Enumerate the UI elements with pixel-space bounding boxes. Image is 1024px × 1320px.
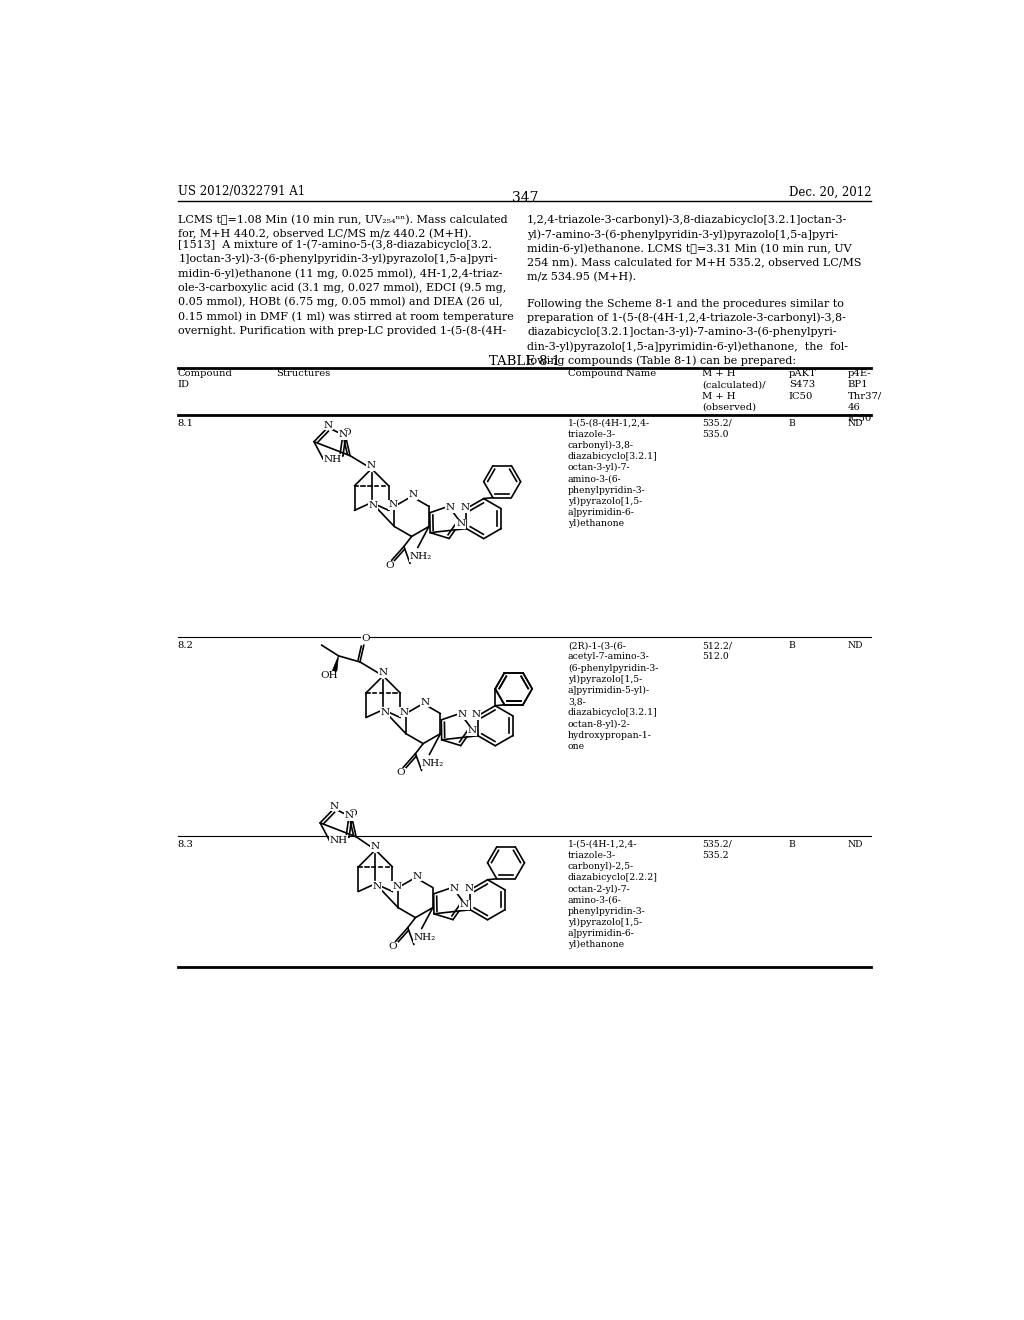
Text: N: N	[472, 710, 481, 719]
Text: NH: NH	[324, 455, 341, 465]
Text: N: N	[392, 882, 401, 891]
Text: Structures: Structures	[276, 370, 331, 379]
Text: 1-(5-(4H-1,2,4-
triazole-3-
carbonyl)-2,5-
diazabicyclo[2.2.2]
octan-2-yl)-7-
am: 1-(5-(4H-1,2,4- triazole-3- carbonyl)-2,…	[568, 840, 657, 949]
Text: N: N	[330, 801, 339, 810]
Text: Dec. 20, 2012: Dec. 20, 2012	[788, 185, 871, 198]
Text: N: N	[367, 461, 376, 470]
Text: M + H
(calculated)/
M + H
(observed): M + H (calculated)/ M + H (observed)	[701, 370, 766, 412]
Text: N: N	[339, 430, 348, 440]
Text: N: N	[445, 503, 455, 512]
Text: N: N	[456, 519, 465, 528]
Text: 1-(5-(8-(4H-1,2,4-
triazole-3-
carbonyl)-3,8-
diazabicyclo[3.2.1]
octan-3-yl)-7-: 1-(5-(8-(4H-1,2,4- triazole-3- carbonyl)…	[568, 418, 657, 528]
Text: pAKT
S473
IC50: pAKT S473 IC50	[788, 370, 817, 400]
Text: N: N	[464, 884, 473, 894]
Text: N: N	[468, 726, 477, 735]
Text: N: N	[371, 842, 380, 851]
Polygon shape	[333, 656, 339, 672]
Text: TABLE 8-1: TABLE 8-1	[489, 355, 560, 368]
Text: (2R)-1-(3-(6-
acetyl-7-amino-3-
(6-phenylpyridin-3-
yl)pyrazolo[1,5-
a]pyrimidin: (2R)-1-(3-(6- acetyl-7-amino-3- (6-pheny…	[568, 642, 658, 751]
Text: Following the Scheme 8-1 and the procedures similar to
preparation of 1-(5-(8-(4: Following the Scheme 8-1 and the procedu…	[527, 298, 848, 366]
Text: N: N	[324, 421, 333, 429]
Text: O: O	[389, 942, 397, 952]
Text: B: B	[788, 418, 796, 428]
Text: N: N	[457, 710, 466, 719]
Text: N: N	[399, 708, 409, 717]
Text: O: O	[396, 768, 406, 777]
Text: US 2012/0322791 A1: US 2012/0322791 A1	[178, 185, 305, 198]
Text: O: O	[343, 428, 351, 437]
Text: p4E-
BP1
Thr37/
46
IC50: p4E- BP1 Thr37/ 46 IC50	[848, 370, 882, 422]
Text: Compound
ID: Compound ID	[177, 370, 232, 389]
Text: LCMS tᶏ=1.08 Min (10 min run, UV₂₅₄ⁿⁿ). Mass calculated
for, M+H 440.2, observed: LCMS tᶏ=1.08 Min (10 min run, UV₂₅₄ⁿⁿ). …	[178, 215, 508, 239]
Text: B: B	[788, 642, 796, 651]
Text: N: N	[345, 812, 354, 820]
Text: O: O	[361, 635, 370, 643]
Text: [1513]  A mixture of 1-(7-amino-5-(3,8-diazabicyclo[3.2.
1]octan-3-yl)-3-(6-phen: [1513] A mixture of 1-(7-amino-5-(3,8-di…	[178, 239, 514, 337]
Text: Compound Name: Compound Name	[568, 370, 656, 379]
Text: N: N	[409, 491, 418, 499]
Text: NH₂: NH₂	[414, 933, 436, 942]
Text: N: N	[460, 900, 469, 909]
Text: N: N	[379, 668, 388, 677]
Text: N: N	[413, 871, 422, 880]
Text: N: N	[420, 697, 429, 706]
Text: N: N	[380, 709, 389, 717]
Text: 535.2/
535.2: 535.2/ 535.2	[701, 840, 732, 859]
Text: NH₂: NH₂	[410, 552, 432, 561]
Text: 347: 347	[512, 191, 538, 205]
Text: NH₂: NH₂	[421, 759, 443, 768]
Text: 8.3: 8.3	[177, 840, 194, 849]
Text: 535.2/
535.0: 535.2/ 535.0	[701, 418, 732, 438]
Text: N: N	[373, 882, 382, 891]
Text: NH: NH	[330, 837, 347, 845]
Text: 8.1: 8.1	[177, 418, 194, 428]
Text: 8.2: 8.2	[177, 642, 194, 651]
Text: OH: OH	[321, 672, 338, 680]
Text: O: O	[385, 561, 393, 570]
Text: O: O	[349, 809, 357, 818]
Text: N: N	[450, 884, 459, 894]
Text: N: N	[369, 502, 378, 510]
Text: ND: ND	[848, 642, 863, 651]
Text: N: N	[460, 503, 469, 512]
Text: 1,2,4-triazole-3-carbonyl)-3,8-diazabicyclo[3.2.1]octan-3-
yl)-7-amino-3-(6-phen: 1,2,4-triazole-3-carbonyl)-3,8-diazabicy…	[527, 215, 861, 282]
Text: ND: ND	[848, 418, 863, 428]
Text: ND: ND	[848, 840, 863, 849]
Text: B: B	[788, 840, 796, 849]
Text: N: N	[388, 500, 397, 510]
Text: 512.2/
512.0: 512.2/ 512.0	[701, 642, 732, 661]
